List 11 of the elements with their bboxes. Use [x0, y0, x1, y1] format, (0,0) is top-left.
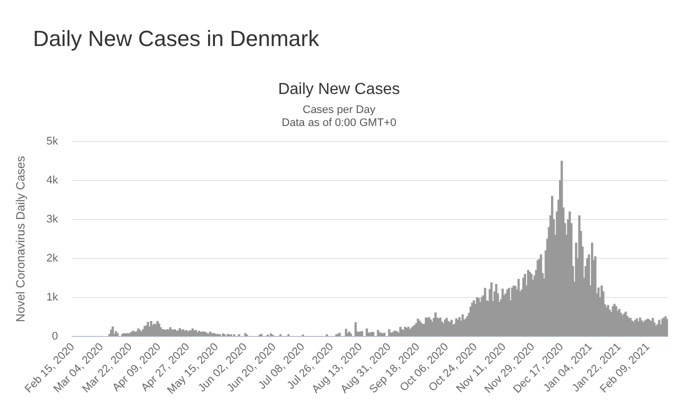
- y-tick-label: 1k: [46, 292, 59, 304]
- chart-title: Daily New Cases in Denmark: [33, 26, 320, 52]
- y-tick-label: 5k: [46, 136, 59, 148]
- y-tick-label: 3k: [46, 214, 59, 226]
- y-tick-label: 2k: [46, 252, 59, 265]
- text: Data as of 0:00 GMT+0: [282, 117, 396, 130]
- text: Cases per Day: [302, 104, 376, 116]
- y-axis-title: Novel Coronavirus Daily Cases: [14, 156, 28, 322]
- y-tick-label: 0: [52, 330, 58, 343]
- y-tick-label: 4k: [46, 174, 59, 187]
- chart-subtitle: Daily New Cases: [278, 81, 400, 98]
